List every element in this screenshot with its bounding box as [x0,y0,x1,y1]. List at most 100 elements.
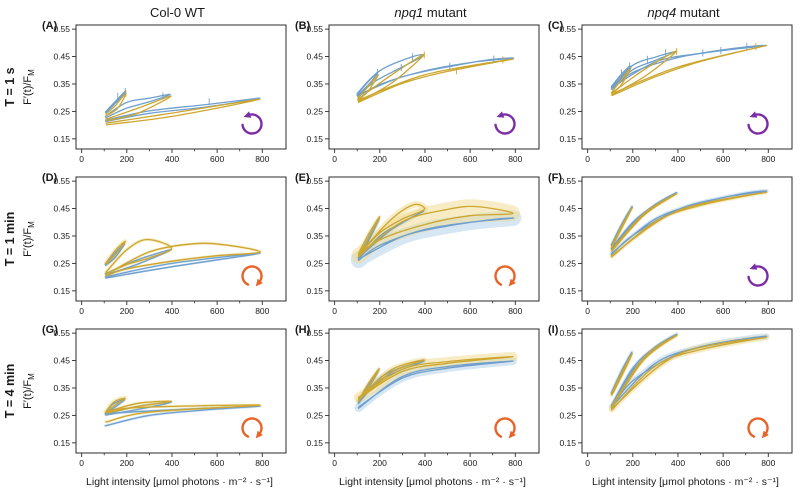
panel-letter: (G) [42,324,58,336]
svg-text:0.45: 0.45 [53,356,70,366]
plot-canvas: 0 200 400 600 800 0.15 0.25 0.35 0.45 0.55 [53,24,287,164]
svg-text:0.15: 0.15 [53,134,70,144]
svg-text:0.55: 0.55 [306,328,323,338]
svg-text:0.35: 0.35 [559,79,576,89]
svg-text:0: 0 [585,154,590,164]
svg-text:0.45: 0.45 [53,204,70,214]
svg-text:400: 400 [418,306,432,316]
svg-text:0.15: 0.15 [559,438,576,448]
svg-text:400: 400 [165,154,179,164]
svg-text:0: 0 [79,154,84,164]
svg-text:0: 0 [332,458,337,468]
plot-canvas: 0 200 400 600 800 0.15 0.25 0.35 0.45 0.55 [559,176,793,316]
svg-text:400: 400 [671,458,685,468]
panel-g: (G) 0 200 400 600 800 0.15 0.25 0.35 0.45 0.55 [40,324,293,476]
plot-canvas: 0 200 400 600 800 0.15 0.25 0.35 0.45 0.55 [306,24,540,164]
gutter-spacer [0,476,40,498]
svg-text:600: 600 [210,306,224,316]
svg-text:800: 800 [508,458,522,468]
title-text: mutant [423,5,467,20]
panel-e: (E) 0 200 400 600 800 0.15 0.25 0.35 0.45 0.55 [293,172,546,324]
x-axis-label-npq4: Light intensity [μmol photons · m⁻² · s⁻… [592,476,779,488]
svg-text:0.45: 0.45 [559,356,576,366]
svg-text:400: 400 [165,306,179,316]
svg-text:0.15: 0.15 [53,438,70,448]
svg-text:600: 600 [210,458,224,468]
svg-text:0.55: 0.55 [559,24,576,34]
svg-text:800: 800 [255,154,269,164]
row-t1s: T = 1 s F′(t)/FM (A) 0 200 400 600 800 0.15 0.2… [0,20,800,172]
x-axis-label-col0: Light intensity [μmol photons · m⁻² · s⁻… [86,476,273,488]
svg-text:800: 800 [508,154,522,164]
title-text: Col-0 WT [150,5,205,20]
panel-letter: (E) [295,172,310,184]
svg-text:400: 400 [671,154,685,164]
row-t1min: T = 1 min F′(t)/FM (D) 0 200 400 600 800 0.15 0… [0,172,800,324]
panel-h: (H) 0 200 400 600 800 0.15 0.25 0.35 0.45 0.55 [293,324,546,476]
svg-text:600: 600 [210,154,224,164]
x-axis-labels: Light intensity [μmol photons · m⁻² · s⁻… [0,476,800,498]
svg-text:800: 800 [761,306,775,316]
svg-text:400: 400 [671,306,685,316]
svg-text:200: 200 [626,458,640,468]
row-label-t4min: T = 4 min [3,363,17,419]
panel-i: (I) 0 200 400 600 800 0.15 0.25 0.35 0.45 0.55 [546,324,799,476]
svg-text:400: 400 [418,154,432,164]
plot-canvas: 0 200 400 600 800 0.15 0.25 0.35 0.45 0.55 [559,328,793,468]
svg-text:0.15: 0.15 [306,286,323,296]
svg-text:0.35: 0.35 [306,79,323,89]
svg-text:0.25: 0.25 [53,106,70,116]
svg-text:0.25: 0.25 [53,258,70,268]
panel-letter: (F) [548,172,563,184]
svg-text:200: 200 [626,154,640,164]
svg-text:0.25: 0.25 [559,258,576,268]
column-title-npq1: npq1 mutant [293,5,546,20]
svg-text:0.25: 0.25 [559,106,576,116]
title-text: mutant [676,5,720,20]
x-axis-label-npq1: Light intensity [μmol photons · m⁻² · s⁻… [339,476,526,488]
svg-text:0.25: 0.25 [559,410,576,420]
y-axis-label: F′(t)/FM [22,221,37,257]
svg-text:400: 400 [418,458,432,468]
svg-text:600: 600 [463,306,477,316]
y-axis-label: F′(t)/FM [22,69,37,105]
svg-text:0.55: 0.55 [306,176,323,186]
column-titles: Col-0 WT npq1 mutant npq4 mutant [0,0,800,20]
svg-text:200: 200 [626,306,640,316]
svg-text:200: 200 [120,458,134,468]
svg-text:800: 800 [761,154,775,164]
svg-text:0.35: 0.35 [306,383,323,393]
svg-text:800: 800 [255,306,269,316]
row-gutter: T = 1 s F′(t)/FM [0,20,40,172]
svg-text:0: 0 [332,154,337,164]
svg-text:600: 600 [463,458,477,468]
column-title-col0-wt: Col-0 WT [40,5,293,20]
row-label-t1s: T = 1 s [3,67,17,107]
panel-letter: (H) [295,324,311,336]
svg-text:0.45: 0.45 [306,356,323,366]
panel-c: (C) 0 200 400 600 800 0.15 0.25 0.35 0.45 0.55 [546,20,799,172]
row-gutter: T = 4 min F′(t)/FM [0,324,40,476]
plot-canvas: 0 200 400 600 800 0.15 0.25 0.35 0.45 0.55 [53,328,287,468]
row-gutter: T = 1 min F′(t)/FM [0,172,40,324]
svg-text:200: 200 [373,458,387,468]
svg-text:0: 0 [585,306,590,316]
plot-canvas: 0 200 400 600 800 0.15 0.25 0.35 0.45 0.55 [53,176,287,316]
svg-text:0.45: 0.45 [53,52,70,62]
panel-a: (A) 0 200 400 600 800 0.15 0.25 0.35 0.45 0.55 [40,20,293,172]
svg-text:0.25: 0.25 [306,410,323,420]
svg-text:800: 800 [508,306,522,316]
panel-letter: (B) [295,20,311,32]
svg-text:0.55: 0.55 [53,328,70,338]
svg-text:200: 200 [373,154,387,164]
svg-text:0.45: 0.45 [559,52,576,62]
svg-text:0.55: 0.55 [53,24,70,34]
panel-letter: (I) [548,324,559,336]
svg-text:0.45: 0.45 [559,204,576,214]
svg-text:400: 400 [165,458,179,468]
row-t4min: T = 4 min F′(t)/FM (G) 0 200 400 600 800 0.15 0… [0,324,800,476]
panel-f: (F) 0 200 400 600 800 0.15 0.25 0.35 0.45 0.55 [546,172,799,324]
svg-text:0.55: 0.55 [53,176,70,186]
svg-text:200: 200 [120,306,134,316]
